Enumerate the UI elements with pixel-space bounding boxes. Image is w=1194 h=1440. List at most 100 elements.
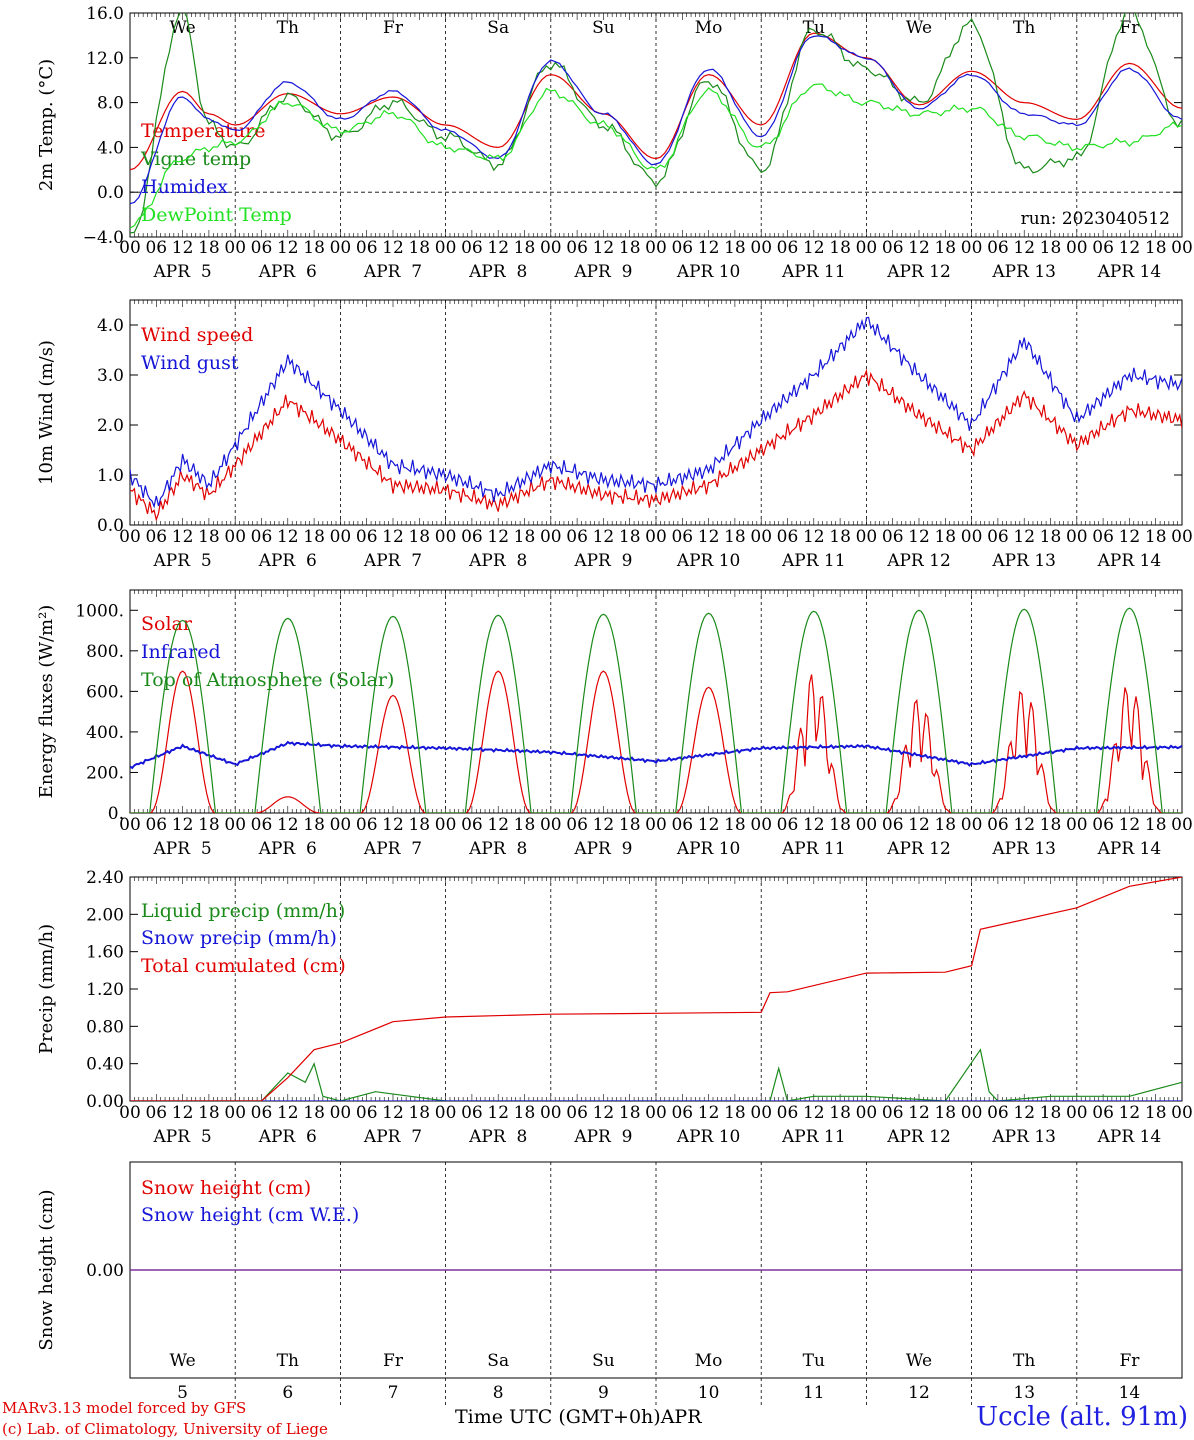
hour-tick-label: 06 [1092,1103,1114,1123]
hour-tick-label: 18 [198,1103,220,1123]
y-tick-label: 0.00 [86,1261,124,1281]
date-number-label: 14 [1119,1383,1141,1403]
y-tick-label: 2.40 [86,868,124,888]
hour-tick-label: 06 [145,815,167,835]
hour-tick-label: 00 [856,527,878,547]
hour-tick-label: 18 [514,1103,536,1123]
hour-tick-label: 12 [593,1103,615,1123]
series-line [130,13,1182,234]
hour-tick-label: 12 [487,815,509,835]
date-label: APR 9 [573,262,632,282]
weekday-label: Fr [383,1351,404,1371]
hour-tick-label: 00 [961,527,983,547]
y-tick-label: 0.40 [86,1055,124,1075]
hour-tick-label: 12 [908,815,930,835]
hour-tick-label: 12 [487,238,509,258]
hour-tick-label: 00 [119,815,141,835]
series-line [130,670,1182,813]
series-line [130,32,1182,171]
hour-tick-label: 18 [724,815,746,835]
date-number-label: 7 [388,1383,399,1403]
date-label: APR 10 [676,551,741,571]
y-tick-label: 0.0 [97,183,124,203]
y-tick-label: 4.0 [97,316,124,336]
hour-tick-label: 06 [987,1103,1009,1123]
hour-tick-label: 00 [750,815,772,835]
hour-tick-label: 00 [1171,1103,1193,1123]
series-line [130,83,1182,229]
panel-5: 0.00 Snow height (cm) Snow height (cm) Snow… [36,1161,1183,1408]
hour-tick-label: 00 [435,527,457,547]
date-label: APR 14 [1097,262,1162,282]
hour-tick-label: 06 [1092,815,1114,835]
hour-tick-label: 12 [382,815,404,835]
hour-tick-label: 18 [1040,1103,1062,1123]
legend-entry: Wind speed [141,324,253,346]
legend-entry: Top of Atmosphere (Solar) [141,669,394,691]
weekday-label: Su [592,18,615,38]
y-tick-label: 12.0 [86,49,124,69]
hour-tick-label: 12 [277,815,299,835]
series-line [130,316,1182,509]
date-label: APR 13 [991,1127,1056,1147]
date-label: APR 11 [781,839,846,859]
hour-tick-label: 12 [803,527,825,547]
hour-tick-label: 00 [224,815,246,835]
hour-tick-label: 12 [172,238,194,258]
y-axis-label: Snow height (cm) [36,1189,57,1350]
date-number-label: 10 [698,1383,720,1403]
hour-tick-label: 12 [277,238,299,258]
weekday-label: Sa [487,18,509,38]
hour-tick-label: 18 [303,1103,325,1123]
hour-tick-label: 00 [330,527,352,547]
hour-tick-label: 06 [251,527,273,547]
legend-entry: Snow height (cm W.E.) [141,1204,359,1226]
hour-tick-label: 12 [382,238,404,258]
hour-tick-label: 00 [330,815,352,835]
weekday-label: Th [277,1351,299,1371]
weekday-label: Su [592,1351,615,1371]
weekday-label: We [170,18,196,38]
date-label: APR 5 [153,262,212,282]
hour-tick-label: 00 [856,815,878,835]
hour-tick-label: 06 [1092,527,1114,547]
y-tick-label: 4.0 [97,138,124,158]
hour-tick-label: 06 [461,815,483,835]
hour-tick-label: 00 [1066,1103,1088,1123]
hour-tick-label: 12 [803,815,825,835]
date-label: APR 12 [886,839,951,859]
panel-4: 0.00 0.40 0.80 1.20 1.60 2.00 2.40 Precip (mm/h… [36,868,1193,1147]
hour-tick-label: 06 [777,238,799,258]
hour-tick-label: 18 [724,1103,746,1123]
hour-tick-label: 18 [1145,1103,1167,1123]
y-axis-label: Precip (mm/h) [36,924,57,1054]
date-label: APR 12 [886,551,951,571]
hour-tick-label: 12 [698,527,720,547]
date-label: APR 5 [153,839,212,859]
hour-tick-label: 18 [829,238,851,258]
hour-tick-label: 06 [987,815,1009,835]
hour-tick-label: 06 [882,238,904,258]
date-label: APR 6 [258,262,317,282]
hour-tick-label: 18 [408,815,430,835]
hour-tick-label: 12 [698,815,720,835]
date-number-label: 11 [803,1383,825,1403]
hour-tick-label: 06 [145,1103,167,1123]
y-tick-label: 600. [86,682,124,702]
date-label: APR 8 [468,1127,527,1147]
date-label: APR 9 [573,1127,632,1147]
hour-tick-label: 06 [356,815,378,835]
hour-tick-label: 12 [1013,1103,1035,1123]
y-axis-label: 2m Temp. (°C) [36,59,57,191]
hour-tick-label: 00 [645,1103,667,1123]
hour-tick-label: 18 [408,527,430,547]
y-tick-label: 1.20 [86,980,124,1000]
hour-tick-label: 12 [593,527,615,547]
hour-tick-label: 18 [1040,815,1062,835]
y-tick-label: 0.80 [86,1017,124,1037]
hour-tick-label: 12 [698,238,720,258]
date-label: APR 7 [363,551,422,571]
weekday-label: Fr [1119,1351,1140,1371]
hour-tick-label: 18 [934,815,956,835]
hour-tick-label: 12 [277,1103,299,1123]
